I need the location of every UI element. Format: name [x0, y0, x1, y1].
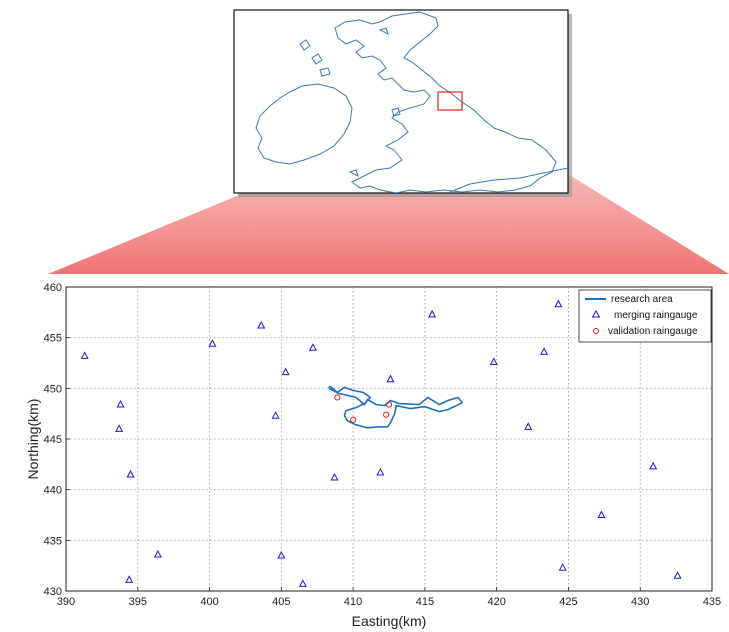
validation-raingauge-point	[383, 411, 390, 418]
merging-raingauge-point	[125, 575, 134, 583]
legend-research-label: research area	[611, 294, 673, 305]
merging-raingauge-point	[281, 367, 290, 376]
y-tick-label: 455	[44, 333, 62, 345]
merging-raingauge-point	[649, 461, 658, 470]
great-britain-coastline	[334, 11, 557, 193]
merging-raingauge-point	[673, 571, 682, 579]
validation-raingauge-point	[350, 416, 357, 423]
x-tick-label: 435	[703, 596, 721, 608]
x-axis-label: Easting(km)	[352, 613, 427, 629]
legend-validation-swatch	[593, 328, 599, 334]
y-tick-label: 450	[44, 383, 62, 395]
x-tick-label: 430	[631, 596, 649, 608]
validation-raingauge-point	[385, 401, 393, 408]
merging-raingauge-point	[277, 550, 286, 559]
y-tick-label: 440	[44, 485, 62, 497]
merging-raingauge-point	[257, 320, 266, 329]
france-coastline	[449, 167, 568, 193]
y-tick-label: 445	[44, 434, 62, 446]
merging-raingauge-point	[330, 472, 339, 481]
x-tick-label: 410	[344, 596, 362, 608]
merging-raingauge-point	[308, 343, 317, 351]
merging-raingauge-point	[540, 347, 549, 355]
merging-raingauge-point	[298, 579, 307, 587]
study-region-box	[437, 91, 463, 111]
merging-raingauge-point	[80, 351, 89, 359]
islands	[299, 27, 401, 177]
ireland-coastline	[255, 83, 353, 165]
grid	[66, 287, 712, 591]
x-tick-label: 395	[129, 596, 147, 608]
x-tick-label: 425	[559, 596, 577, 608]
merging-raingauge-point	[428, 309, 437, 318]
merging-raingauge-point	[554, 299, 563, 308]
merging-raingauge-point	[597, 510, 606, 518]
merging-raingauge-point	[558, 563, 567, 571]
x-ticks: 390 395 400 405 410 415 420 425 430 435	[57, 587, 721, 608]
series-layer	[80, 299, 682, 587]
merging-raingauge-point	[376, 467, 385, 476]
y-axis-label: Northing(km)	[25, 399, 41, 480]
x-tick-label: 400	[200, 596, 218, 608]
y-tick-label: 430	[44, 586, 62, 598]
merging-raingauge-point	[116, 399, 125, 408]
x-tick-label: 415	[416, 596, 434, 608]
merging-raingauge-point	[524, 422, 533, 430]
legend: research area merging raingauge validati…	[578, 289, 712, 343]
legend-merging-label: merging raingauge	[614, 310, 698, 321]
y-tick-label: 460	[44, 282, 62, 294]
legend-validation-label: validation raingauge	[608, 326, 698, 337]
merging-raingauge-point	[115, 424, 124, 432]
merging-raingauge-point	[271, 411, 280, 419]
inset-map	[233, 9, 572, 197]
x-tick-label: 390	[57, 596, 75, 608]
merging-raingauge-point	[126, 469, 135, 478]
y-tick-label: 435	[44, 535, 62, 547]
merging-raingauge-point	[386, 374, 395, 383]
y-ticks: 430 435 440 445 450 455 460	[44, 282, 70, 598]
validation-raingauge-point	[334, 394, 341, 401]
x-tick-label: 420	[487, 596, 505, 608]
x-tick-label: 405	[272, 596, 290, 608]
merging-raingauge-point	[153, 549, 162, 558]
legend-merging-swatch	[591, 310, 601, 318]
merging-raingauge-point	[489, 357, 498, 365]
inset-map-frame	[233, 9, 569, 194]
merging-raingauge-point	[208, 339, 217, 347]
